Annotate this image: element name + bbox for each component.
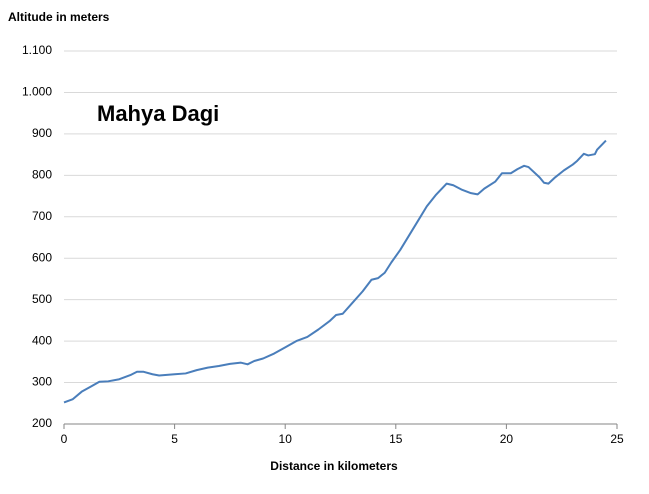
y-tick-label: 1.100 [22,43,52,57]
data-line [63,139,607,404]
y-tick-label: 1.000 [22,85,52,99]
y-tick-label: 900 [32,126,52,140]
y-axis-title: Altitude in meters [8,10,110,24]
y-tick-label: 800 [32,168,52,182]
y-tick-label: 700 [32,209,52,223]
y-tick-label: 400 [32,333,52,347]
x-tick-label: 15 [389,432,403,446]
x-tick-label: 10 [279,432,293,446]
annotation: Mahya Dagi [97,101,219,126]
x-tick-label: 20 [500,432,514,446]
y-tick-label: 300 [32,375,52,389]
x-axis-title: Distance in kilometers [270,459,398,473]
y-tick-label: 200 [32,416,52,430]
x-tick-label: 0 [61,432,68,446]
x-tick-label: 5 [171,432,178,446]
y-tick-label: 500 [32,292,52,306]
x-tick-label: 25 [610,432,624,446]
y-tick-label: 600 [32,250,52,264]
